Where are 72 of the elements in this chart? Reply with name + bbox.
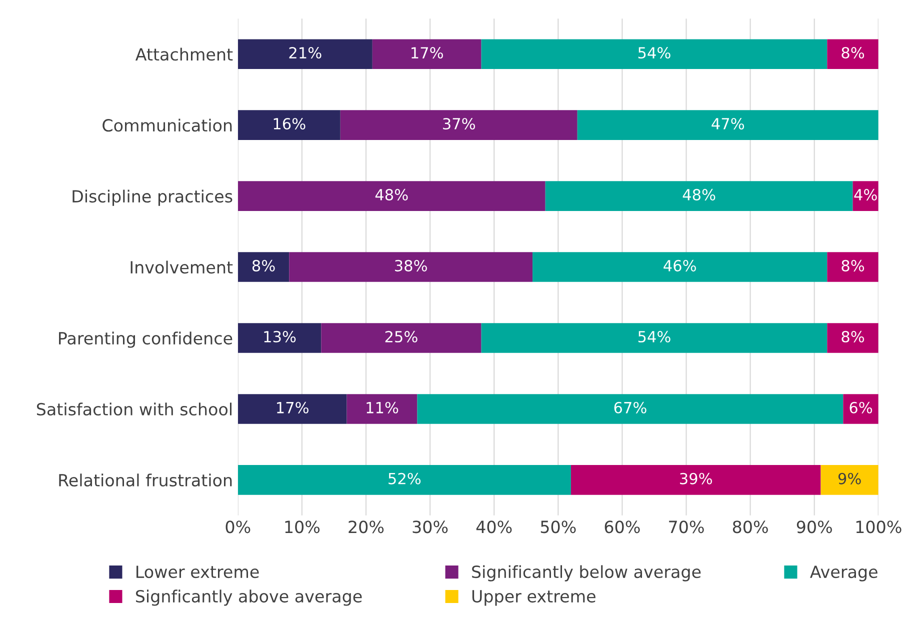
- bar: [238, 110, 340, 140]
- data-label: 6%: [850, 402, 872, 414]
- data-label: 4%: [854, 188, 877, 200]
- data-label: 38%: [395, 260, 427, 272]
- bar: [238, 181, 546, 211]
- data-label: 48%: [375, 188, 408, 200]
- data-label: 17%: [277, 402, 308, 414]
- y-tick-label: Attachment: [135, 48, 233, 61]
- data-label: 13%: [264, 330, 296, 342]
- data-label: 8%: [842, 330, 864, 342]
- data-label: 9%: [838, 472, 861, 484]
- x-tick-label: 50%: [540, 520, 576, 534]
- x-tick-label: 20%: [348, 520, 384, 534]
- legend-label: Significantly below average: [472, 565, 701, 582]
- bar: [372, 39, 482, 70]
- bar: [238, 323, 322, 353]
- x-tick-label: 30%: [412, 520, 448, 534]
- x-tick-label: 60%: [604, 520, 640, 534]
- x-tick-label: 80%: [732, 520, 768, 534]
- bar: [481, 39, 828, 70]
- x-tick-label: 90%: [796, 520, 832, 534]
- bar: [481, 323, 828, 353]
- bar: [321, 323, 482, 353]
- y-tick-label: Satisfaction with school: [36, 402, 232, 416]
- data-label: 54%: [638, 330, 670, 342]
- bar: [238, 252, 290, 282]
- bar: [545, 181, 853, 211]
- data-label: 54%: [638, 46, 670, 59]
- data-label: 8%: [842, 260, 864, 272]
- bar: [346, 394, 418, 424]
- data-label: 48%: [682, 188, 716, 200]
- legend-label: Average: [810, 566, 878, 582]
- legend-label: Lower extreme: [136, 566, 259, 578]
- data-label: 21%: [289, 46, 322, 59]
- data-label: 39%: [680, 472, 712, 484]
- bar: [532, 252, 828, 282]
- bar: [827, 39, 878, 70]
- bar: [827, 252, 878, 282]
- bar: [843, 394, 878, 424]
- x-tick-label: 70%: [669, 520, 704, 534]
- bar: [238, 394, 347, 424]
- bar: [289, 252, 533, 282]
- x-tick-label: 0%: [226, 520, 250, 534]
- y-tick-label: Relational frustration: [59, 474, 232, 487]
- bar: [417, 394, 844, 424]
- legend-label: Upper extreme: [472, 590, 596, 606]
- data-label: 52%: [388, 472, 421, 484]
- bar: [340, 110, 578, 140]
- data-label: 8%: [842, 46, 864, 59]
- bar: [820, 465, 878, 495]
- data-label: 67%: [614, 402, 646, 414]
- x-tick-label: 10%: [285, 520, 320, 534]
- y-tick-label: Discipline practices: [72, 190, 232, 206]
- y-tick-label: Parenting confidence: [59, 332, 232, 348]
- x-tick-label: 40%: [476, 520, 512, 534]
- y-tick-label: Involvement: [130, 260, 233, 274]
- data-label: 16%: [274, 118, 306, 130]
- data-label: 47%: [712, 118, 744, 130]
- bar: [238, 465, 571, 495]
- bar: [827, 323, 878, 353]
- bar: [238, 39, 372, 70]
- data-label: 11%: [366, 402, 398, 414]
- data-label: 17%: [412, 46, 443, 59]
- data-label: 25%: [385, 330, 418, 342]
- data-label: 8%: [252, 260, 275, 272]
- x-tick-label: 100%: [856, 520, 902, 534]
- y-tick-label: Communication: [102, 118, 232, 132]
- bar: [577, 110, 878, 140]
- data-label: 37%: [443, 118, 476, 130]
- legend-label: Signficantly above average: [136, 590, 362, 606]
- bar: [570, 465, 821, 495]
- data-label: 46%: [664, 260, 696, 272]
